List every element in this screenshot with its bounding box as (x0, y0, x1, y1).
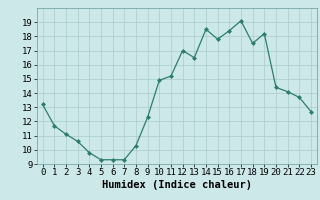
X-axis label: Humidex (Indice chaleur): Humidex (Indice chaleur) (102, 180, 252, 190)
